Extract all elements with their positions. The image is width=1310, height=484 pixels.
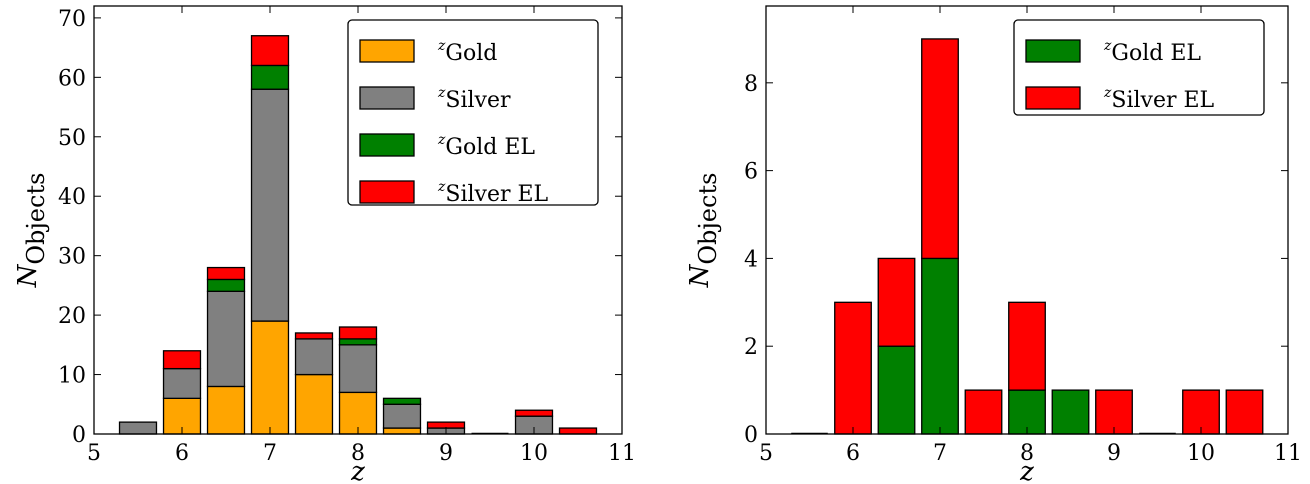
legend-label-name: Gold [445, 41, 497, 66]
bar-silver-el-5 [338, 326, 378, 340]
bar-silver-el-3 [250, 35, 290, 67]
bar-gold-el-6 [382, 397, 422, 405]
y-tick-label: 0 [744, 423, 758, 448]
bar-gold-el-3 [250, 64, 290, 90]
legend-box [347, 19, 599, 206]
y-axis-label: NObjects [685, 173, 722, 289]
legend-label-silver-el: zSilver EL [1103, 85, 1215, 113]
bar-gold-el-3 [921, 257, 959, 435]
bar-silver-el-1 [834, 301, 872, 435]
legend-label-super: z [437, 179, 446, 195]
y-tick-label: 6 [744, 160, 758, 185]
x-tick-label: 10 [520, 441, 548, 466]
legend-label-name: Silver EL [1111, 88, 1214, 113]
legend-swatch-silver [359, 86, 415, 110]
bar-gold-el-6 [1051, 389, 1090, 435]
legend-swatch-gold-el [359, 133, 415, 157]
bar-silver-1 [162, 367, 202, 399]
bar-silver-el-2 [877, 257, 916, 347]
bar-gold-el-5 [1008, 389, 1046, 435]
bar-silver-el-5 [1008, 301, 1046, 391]
x-tick-label: 6 [846, 441, 860, 466]
bar-silver-el-10 [1225, 389, 1264, 435]
x-tick-label: 5 [87, 441, 101, 466]
legend-label-name: Silver [445, 88, 511, 113]
bar-silver-0 [118, 421, 158, 435]
x-axis-label: z [1019, 457, 1034, 484]
bar-gold-6 [382, 427, 422, 435]
legend-label-silver-el: zSilver EL [437, 179, 549, 207]
y-tick-label: 70 [58, 7, 86, 32]
y-axis-label-sub: Objects [22, 173, 50, 265]
x-tick-label: 8 [351, 441, 365, 466]
bar-silver-4 [294, 338, 334, 376]
y-axis-label-main: N [13, 263, 43, 288]
legend-label-gold-el: zGold EL [1103, 38, 1201, 66]
legend-label-name: Silver EL [445, 182, 548, 207]
y-tick-label: 8 [744, 72, 758, 97]
legend-label-name: Gold EL [1111, 41, 1201, 66]
y-axis-label: NObjects [13, 173, 50, 289]
bar-gold-el-5 [338, 338, 378, 346]
legend-label-name: Gold EL [445, 135, 535, 160]
bar-gold-3 [250, 320, 290, 435]
y-tick-label: 20 [58, 304, 86, 329]
legend-label-super: z [437, 132, 446, 148]
y-axis-label-main: N [685, 263, 715, 288]
x-tick-label: 6 [175, 441, 189, 466]
x-tick-label: 8 [1020, 441, 1034, 466]
y-tick-label: 50 [58, 126, 86, 151]
x-tick-label: 11 [1274, 441, 1302, 466]
bar-silver-el-1 [162, 350, 202, 370]
bar-silver-el-4 [294, 332, 334, 340]
legend-swatch-gold-el [1025, 39, 1081, 63]
bar-gold-2 [206, 385, 246, 435]
x-tick-label: 5 [759, 441, 773, 466]
legend-label-gold: zGold [437, 38, 497, 66]
x-tick-label: 11 [608, 441, 636, 466]
y-tick-label: 4 [744, 247, 758, 272]
legend-swatch-silver-el [359, 180, 415, 204]
y-axis-label-sub: Objects [694, 173, 722, 265]
chart-1: 5 6 7 8 9 10 11010203040506070zNObjectszGoldzS… [13, 5, 636, 484]
bar-gold-el-2 [206, 278, 246, 292]
y-tick-label: 40 [58, 185, 86, 210]
bar-silver-el-4 [964, 389, 1003, 435]
legend-label-super: z [437, 38, 446, 54]
bar-silver-el-10 [558, 427, 598, 435]
x-tick-label: 9 [1107, 441, 1121, 466]
bar-silver-3 [250, 88, 290, 322]
legend-label-gold-el: zGold EL [437, 132, 535, 160]
x-tick-label: 10 [1187, 441, 1215, 466]
x-tick-label: 7 [933, 441, 947, 466]
x-tick-label: 7 [263, 441, 277, 466]
bar-silver-6 [382, 403, 422, 429]
bar-silver-el-9 [514, 409, 554, 417]
bar-silver-el-2 [206, 266, 246, 281]
y-tick-label: 60 [58, 66, 86, 91]
legend-label-super: z [1103, 38, 1112, 54]
x-axis-label: z [350, 457, 365, 484]
bar-silver-el-7 [1095, 389, 1133, 435]
y-tick-label: 0 [72, 423, 86, 448]
x-tick-label: 9 [439, 441, 453, 466]
bar-silver-2 [206, 290, 246, 388]
bar-gold-4 [294, 373, 334, 435]
legend-label-super: z [1103, 85, 1112, 101]
legend-swatch-gold [359, 39, 415, 63]
y-tick-label: 10 [58, 364, 86, 389]
legend-label-silver: zSilver [437, 85, 511, 113]
bar-silver-el-3 [921, 38, 959, 260]
y-tick-label: 2 [744, 335, 758, 360]
bar-silver-5 [338, 344, 378, 394]
bar-gold-el-2 [877, 345, 916, 435]
legend-label-super: z [437, 85, 446, 101]
legend-swatch-silver-el [1025, 86, 1081, 110]
y-tick-label: 30 [58, 245, 86, 270]
